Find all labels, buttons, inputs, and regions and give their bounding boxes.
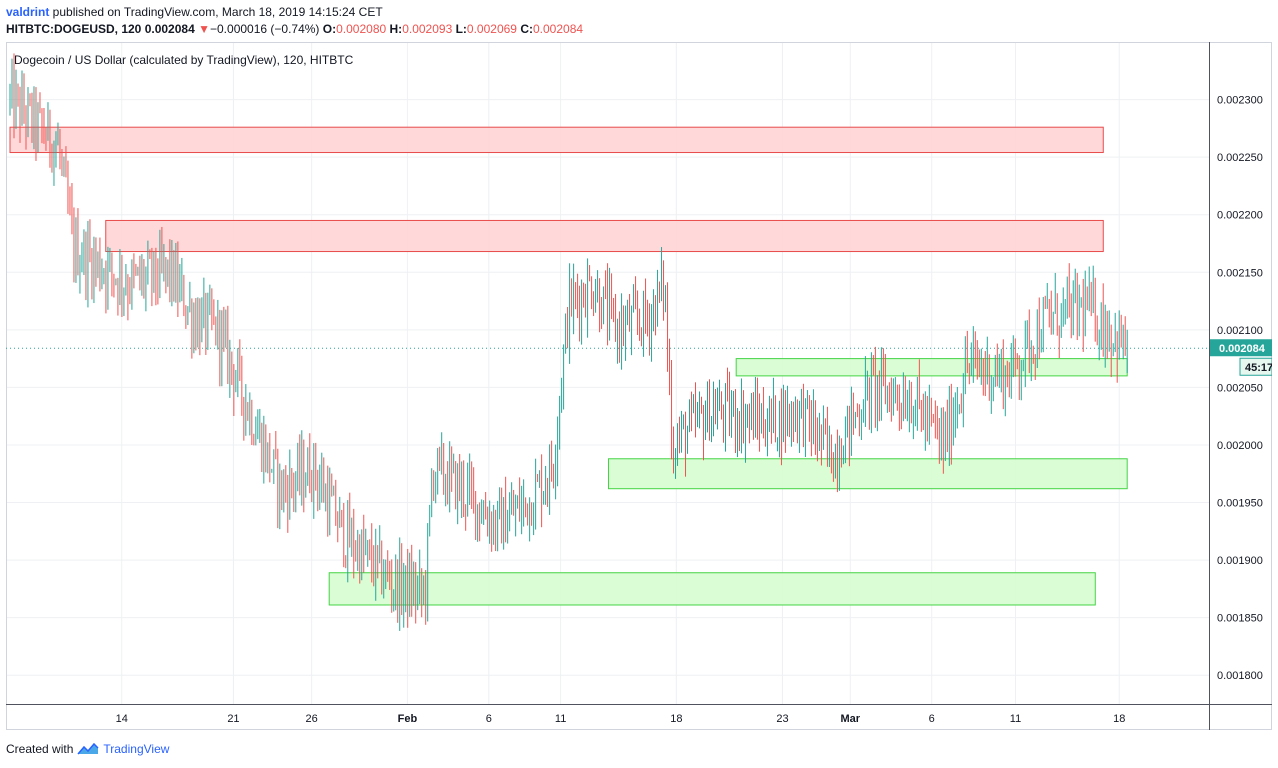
price-change: −0.000016 (−0.74%) (210, 22, 320, 36)
zones-layer (9, 126, 1128, 606)
tradingview-brand-link[interactable]: TradingView (103, 742, 170, 756)
x-tick-label: Feb (398, 713, 418, 725)
last-price: 0.002084 (144, 22, 195, 36)
countdown-label: 45:17 (1245, 362, 1272, 374)
y-tick-label: 0.001950 (1217, 498, 1263, 510)
author-link[interactable]: valdrint (6, 5, 50, 19)
close-value: 0.002084 (533, 22, 584, 36)
open-value: 0.002080 (336, 22, 387, 36)
x-tick-label: 18 (1113, 713, 1125, 725)
y-tick-label: 0.002200 (1217, 210, 1263, 222)
price-chart[interactable]: 0.002300 0.002250 0.002200 0.002150 0.002100… (6, 42, 1273, 730)
support-zone (735, 358, 1128, 377)
y-tick-label: 0.001850 (1217, 613, 1263, 625)
y-tick-label: 0.002150 (1217, 267, 1263, 279)
y-tick-label: 0.002000 (1217, 440, 1263, 452)
chart-area[interactable]: 0.002300 0.002250 0.002200 0.002150 0.002100… (6, 42, 1273, 730)
open-label: O: (322, 22, 337, 36)
y-tick-label: 0.002100 (1217, 325, 1263, 337)
chart-border (6, 42, 1272, 730)
y-tick-label: 0.001800 (1217, 670, 1263, 682)
resistance-zone (105, 219, 1104, 253)
x-tick-label: 11 (1010, 713, 1021, 725)
chart-title: Dogecoin / US Dollar (calculated by Trad… (14, 53, 354, 67)
symbol-line: HITBTC:DOGEUSD, 120 0.002084 ▼−0.000016 … (6, 21, 583, 38)
footer: Created with TradingView (6, 742, 169, 756)
down-arrow-icon: ▼ (198, 22, 210, 36)
candles-layer (9, 53, 1128, 631)
close-label: C: (520, 22, 533, 36)
created-with-label: Created with (6, 742, 74, 756)
high-label: H: (389, 22, 403, 36)
x-tick-label: Mar (841, 713, 861, 725)
high-value: 0.002093 (402, 22, 453, 36)
low-value: 0.002069 (466, 22, 517, 36)
y-tick-label: 0.002300 (1217, 95, 1263, 107)
x-tick-label: 21 (227, 713, 239, 725)
last-price-label: 0.002084 (1219, 343, 1266, 355)
y-tick-label: 0.002250 (1217, 152, 1263, 164)
x-tick-label: 14 (116, 713, 128, 725)
support-zone (608, 458, 1128, 490)
support-zone (328, 572, 1096, 606)
symbol-label: HITBTC:DOGEUSD, 120 (6, 22, 142, 36)
y-tick-label: 0.001900 (1217, 555, 1263, 567)
x-tick-label: 18 (670, 713, 682, 725)
last-price-tag (1210, 339, 1272, 357)
publish-line: valdrint published on TradingView.com, M… (6, 4, 583, 21)
x-tick-label: 6 (486, 713, 492, 725)
x-tick-label: 26 (306, 713, 318, 725)
chart-header: valdrint published on TradingView.com, M… (6, 4, 583, 38)
x-tick-label: 6 (929, 713, 935, 725)
publish-info: published on TradingView.com, March 18, … (49, 5, 383, 19)
low-label: L: (455, 22, 467, 36)
x-tick-label: 23 (776, 713, 788, 725)
y-tick-label: 0.002050 (1217, 382, 1263, 394)
resistance-zone (9, 126, 1104, 154)
tradingview-logo-icon (77, 742, 99, 755)
axes-layer: 0.002300 0.002250 0.002200 0.002150 0.002100… (6, 42, 1273, 730)
x-tick-label: 11 (555, 713, 566, 725)
